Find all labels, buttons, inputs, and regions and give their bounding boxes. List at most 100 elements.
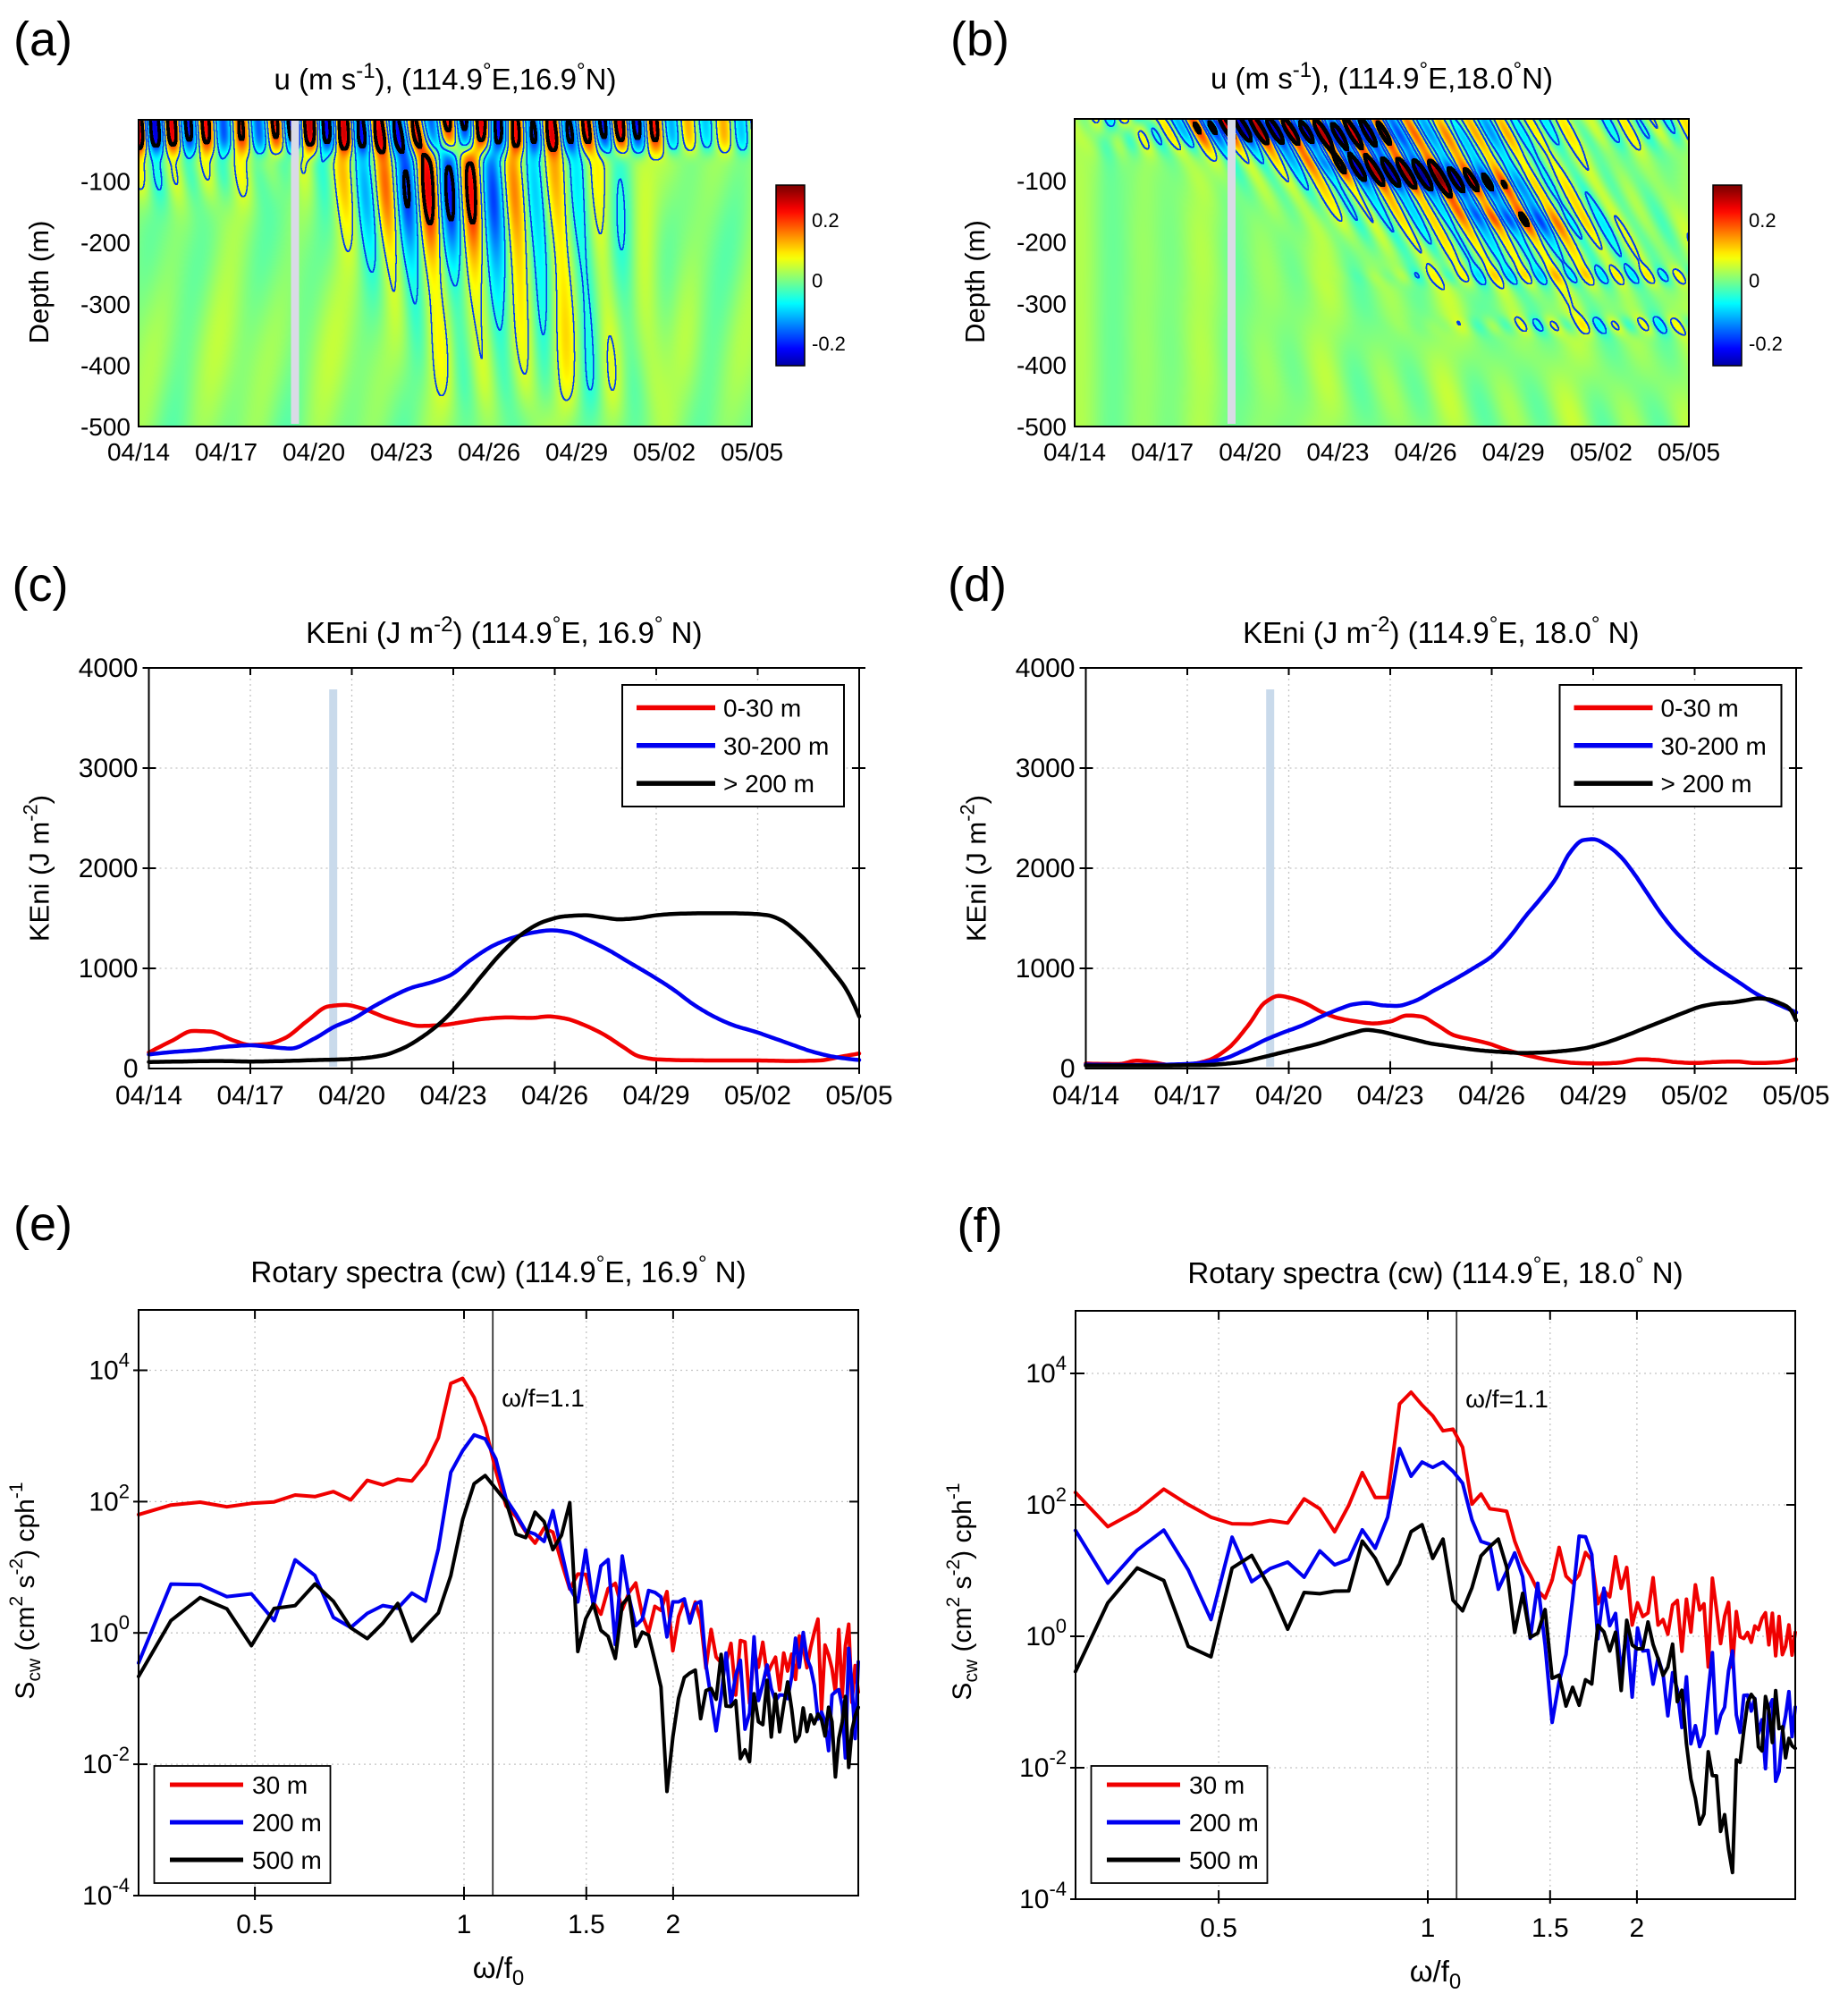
svg-text:1.5: 1.5 (568, 1910, 605, 1939)
svg-text:04/14: 04/14 (107, 438, 170, 466)
svg-text:04/23: 04/23 (419, 1081, 486, 1111)
svg-text:3000: 3000 (79, 754, 139, 783)
svg-text:500 m: 500 m (1189, 1846, 1259, 1874)
svg-text:04/26: 04/26 (458, 438, 520, 466)
svg-text:04/20: 04/20 (283, 438, 345, 466)
svg-text:Depth (m): Depth (m) (959, 220, 991, 343)
svg-text:(a): (a) (13, 13, 72, 66)
svg-text:05/05: 05/05 (1762, 1081, 1829, 1111)
svg-text:3000: 3000 (1016, 754, 1076, 783)
svg-text:500 m: 500 m (252, 1846, 322, 1874)
svg-text:30-200 m: 30-200 m (723, 732, 829, 760)
svg-text:(c): (c) (13, 558, 69, 612)
svg-text:0-30 m: 0-30 m (1661, 695, 1739, 722)
svg-text:> 200 m: > 200 m (723, 770, 814, 798)
svg-text:KEni (J m-2)​: KEni (J m-2)​ (957, 795, 992, 942)
svg-text:30 m: 30 m (1189, 1771, 1245, 1799)
svg-text:> 200 m: > 200 m (1661, 770, 1752, 798)
svg-text:05/02: 05/02 (1661, 1081, 1728, 1111)
svg-text:04/17: 04/17 (195, 438, 257, 466)
svg-text:10-4: 10-4 (1019, 1878, 1067, 1914)
svg-text:ω/f0: ω/f0 (1410, 1955, 1461, 1994)
svg-text:100: 100 (89, 1611, 130, 1648)
svg-text:0.2: 0.2 (812, 209, 840, 232)
svg-text:0: 0 (123, 1054, 139, 1084)
svg-text:30 m: 30 m (252, 1771, 308, 1799)
svg-text:05/02: 05/02 (1570, 438, 1633, 466)
svg-text:104: 104 (1025, 1352, 1067, 1389)
svg-text:1000: 1000 (79, 954, 139, 984)
svg-text:05/02: 05/02 (724, 1081, 791, 1111)
svg-text:-0.2: -0.2 (812, 333, 846, 355)
svg-text:-0.2: -0.2 (1749, 333, 1783, 355)
svg-text:04/17: 04/17 (1131, 438, 1194, 466)
svg-text:10-4: 10-4 (82, 1874, 130, 1911)
svg-text:0: 0 (1749, 270, 1759, 292)
svg-text:-100: -100 (1017, 167, 1067, 195)
svg-text:05/02: 05/02 (633, 438, 696, 466)
svg-text:0: 0 (1060, 1054, 1076, 1084)
svg-text:Depth (m): Depth (m) (23, 221, 55, 344)
svg-text:KEni (J m-2) (114.9°E, 16.9° N: KEni (J m-2) (114.9°E, 16.9° N) (306, 612, 702, 649)
svg-text:10-2: 10-2 (82, 1743, 130, 1779)
svg-text:04/29: 04/29 (1482, 438, 1545, 466)
svg-text:-500: -500 (1017, 413, 1067, 441)
svg-text:102: 102 (1025, 1483, 1067, 1520)
svg-text:Rotary spectra (cw) (114.9°E,: Rotary spectra (cw) (114.9°E, 16.9° N) (250, 1252, 746, 1288)
svg-text:-400: -400 (1017, 351, 1067, 379)
svg-text:04/14: 04/14 (1043, 438, 1106, 466)
svg-text:4000: 4000 (79, 654, 139, 683)
svg-text:4000: 4000 (1016, 654, 1076, 683)
svg-text:KEni (J m-2)​: KEni (J m-2)​ (20, 795, 55, 942)
svg-text:Rotary spectra (cw) (114.9°E,: Rotary spectra (cw) (114.9°E, 18.0° N) (1187, 1253, 1683, 1289)
svg-text:04/26: 04/26 (1458, 1081, 1525, 1111)
svg-text:1000: 1000 (1016, 954, 1076, 984)
svg-text:04/17: 04/17 (216, 1081, 283, 1111)
svg-text:-400: -400 (80, 351, 131, 379)
svg-text:104: 104 (89, 1348, 130, 1385)
svg-text:-500: -500 (80, 413, 131, 441)
svg-text:-300: -300 (80, 291, 131, 318)
svg-text:04/26: 04/26 (521, 1081, 588, 1111)
svg-text:102: 102 (89, 1480, 130, 1516)
svg-text:u (m s-1), (114.9°E,16.9°N): u (m s-1), (114.9°E,16.9°N) (274, 59, 617, 96)
svg-text:05/05: 05/05 (721, 438, 783, 466)
svg-text:100: 100 (1025, 1615, 1067, 1651)
svg-text:04/17: 04/17 (1153, 1081, 1220, 1111)
svg-text:-200: -200 (1017, 229, 1067, 257)
svg-text:(b): (b) (950, 13, 1009, 66)
svg-text:-300: -300 (1017, 290, 1067, 317)
svg-text:04/23: 04/23 (1356, 1081, 1423, 1111)
svg-text:0.5: 0.5 (1200, 1913, 1237, 1943)
svg-text:04/29: 04/29 (622, 1081, 689, 1111)
svg-text:05/05: 05/05 (825, 1081, 892, 1111)
svg-text:(d): (d) (948, 558, 1007, 612)
svg-text:1: 1 (457, 1910, 472, 1939)
svg-text:Scw (cm2 s-2) cph-1: Scw (cm2 s-2) cph-1 (6, 1482, 45, 1699)
svg-text:04/14: 04/14 (1052, 1081, 1119, 1111)
svg-text:04/26: 04/26 (1395, 438, 1457, 466)
svg-text:1: 1 (1421, 1913, 1436, 1943)
svg-text:KEni (J m-2) (114.9°E, 18.0° N: KEni (J m-2) (114.9°E, 18.0° N) (1243, 612, 1639, 649)
svg-text:30-200 m: 30-200 m (1661, 732, 1767, 760)
svg-text:ω/f0: ω/f0 (473, 1951, 524, 1990)
svg-text:(f): (f) (958, 1199, 1003, 1253)
svg-text:04/23: 04/23 (1306, 438, 1369, 466)
svg-text:2: 2 (1630, 1913, 1645, 1943)
svg-text:(e): (e) (13, 1197, 72, 1251)
svg-text:0.5: 0.5 (236, 1910, 274, 1939)
svg-text:04/29: 04/29 (1559, 1081, 1626, 1111)
svg-text:2000: 2000 (1016, 854, 1076, 883)
svg-text:04/23: 04/23 (370, 438, 433, 466)
svg-text:10-2: 10-2 (1019, 1746, 1067, 1783)
svg-text:04/20: 04/20 (1255, 1081, 1322, 1111)
svg-text:04/29: 04/29 (545, 438, 608, 466)
svg-text:Scw (cm2 s-2) cph-1: Scw (cm2 s-2) cph-1 (943, 1482, 982, 1700)
svg-text:0.2: 0.2 (1749, 209, 1776, 232)
svg-text:04/20: 04/20 (1219, 438, 1281, 466)
svg-text:0: 0 (812, 270, 823, 292)
svg-text:-200: -200 (80, 229, 131, 257)
svg-text:04/20: 04/20 (318, 1081, 385, 1111)
svg-text:ω/f=1.1: ω/f=1.1 (502, 1384, 585, 1412)
svg-text:2: 2 (666, 1910, 681, 1939)
